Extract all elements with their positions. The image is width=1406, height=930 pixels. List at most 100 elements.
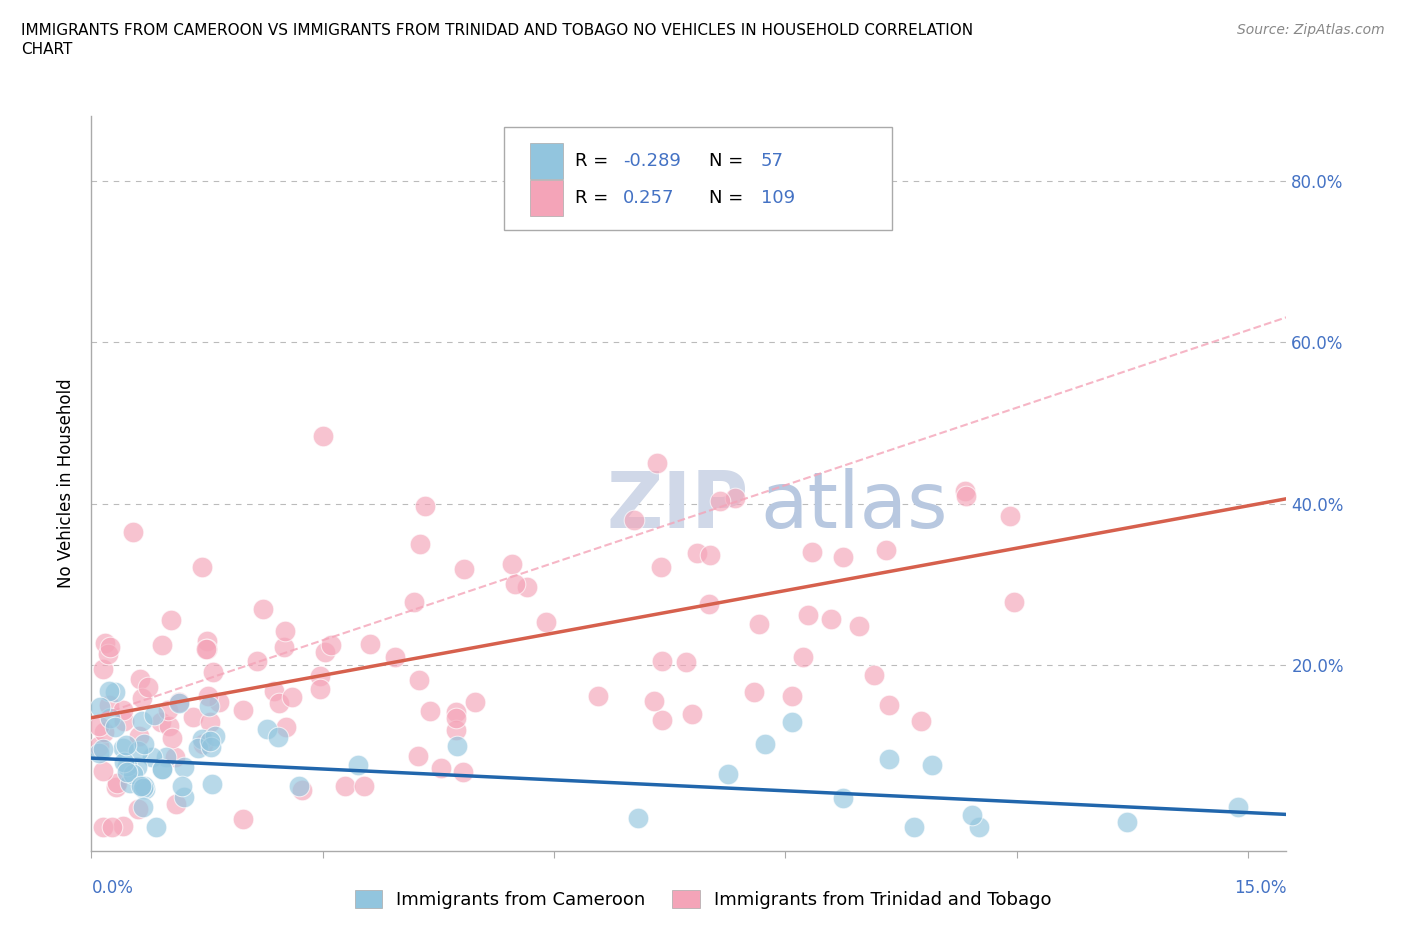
Point <box>347 757 370 772</box>
Point <box>801 544 824 559</box>
Text: 57: 57 <box>761 153 783 170</box>
Point <box>877 698 900 712</box>
Point <box>127 802 149 817</box>
Text: N =: N = <box>709 189 749 207</box>
Point <box>167 695 190 710</box>
Point <box>444 705 467 720</box>
Point <box>117 758 139 773</box>
Point <box>252 602 274 617</box>
Point <box>650 559 672 574</box>
Point <box>170 778 193 793</box>
Point <box>281 689 304 704</box>
Point <box>501 556 523 571</box>
Point <box>274 719 297 734</box>
Point <box>314 644 336 659</box>
Point <box>415 498 437 513</box>
Point <box>451 764 474 779</box>
Point <box>832 790 855 805</box>
Point <box>100 639 122 654</box>
Point <box>586 688 609 703</box>
Point <box>98 711 121 725</box>
Point <box>155 750 177 764</box>
Point <box>651 654 673 669</box>
Point <box>875 542 897 557</box>
Point <box>534 614 557 629</box>
Point <box>308 669 330 684</box>
Point <box>132 778 155 793</box>
Point <box>792 650 814 665</box>
Point <box>131 713 153 728</box>
Point <box>165 796 187 811</box>
Point <box>91 764 114 778</box>
Point <box>246 654 269 669</box>
Y-axis label: No Vehicles in Household: No Vehicles in Household <box>58 379 76 589</box>
Point <box>143 707 166 722</box>
Point <box>134 781 156 796</box>
Point <box>208 695 231 710</box>
Point <box>273 624 295 639</box>
Point <box>955 488 977 503</box>
Text: 0.0%: 0.0% <box>91 879 134 897</box>
Point <box>848 618 870 633</box>
Point <box>263 684 285 698</box>
Legend: Immigrants from Cameroon, Immigrants from Trinidad and Tobago: Immigrants from Cameroon, Immigrants fro… <box>347 883 1059 916</box>
Point <box>98 698 121 712</box>
Point <box>406 749 429 764</box>
Point <box>198 698 221 713</box>
Point <box>269 696 291 711</box>
Point <box>408 672 430 687</box>
Point <box>160 612 183 627</box>
Point <box>150 762 173 777</box>
Text: atlas: atlas <box>761 468 948 544</box>
Point <box>408 537 430 551</box>
Point <box>444 723 467 737</box>
Point <box>503 577 526 591</box>
Point <box>132 737 155 751</box>
Point <box>309 681 332 696</box>
Point <box>699 548 721 563</box>
Point <box>312 429 335 444</box>
Point <box>256 722 278 737</box>
Point <box>200 739 222 754</box>
Point <box>359 637 381 652</box>
Point <box>709 494 731 509</box>
Point <box>516 579 538 594</box>
Point <box>150 714 173 729</box>
Point <box>675 655 697 670</box>
Point <box>121 525 143 540</box>
Point <box>681 707 703 722</box>
Point <box>157 718 180 733</box>
Point <box>190 560 212 575</box>
Point <box>697 597 720 612</box>
Point <box>120 776 142 790</box>
Point <box>127 744 149 759</box>
Point <box>384 649 406 664</box>
Point <box>446 738 468 753</box>
Point <box>132 780 155 795</box>
Point <box>127 759 149 774</box>
FancyBboxPatch shape <box>530 180 564 216</box>
Point <box>198 734 221 749</box>
Point <box>962 808 984 823</box>
Point <box>131 691 153 706</box>
Point <box>273 640 295 655</box>
Point <box>104 684 127 699</box>
Point <box>145 819 167 834</box>
Point <box>111 740 134 755</box>
Point <box>132 799 155 814</box>
Point <box>91 661 114 676</box>
Point <box>89 700 111 715</box>
Point <box>195 641 218 656</box>
Point <box>287 778 309 793</box>
Text: IMMIGRANTS FROM CAMEROON VS IMMIGRANTS FROM TRINIDAD AND TOBAGO NO VEHICLES IN H: IMMIGRANTS FROM CAMEROON VS IMMIGRANTS F… <box>21 23 973 38</box>
Point <box>204 728 226 743</box>
Point <box>266 729 288 744</box>
Point <box>150 637 173 652</box>
Point <box>877 751 900 766</box>
Point <box>187 740 209 755</box>
Point <box>141 750 163 764</box>
Point <box>643 694 665 709</box>
Point <box>651 713 673 728</box>
Point <box>453 562 475 577</box>
Point <box>402 594 425 609</box>
